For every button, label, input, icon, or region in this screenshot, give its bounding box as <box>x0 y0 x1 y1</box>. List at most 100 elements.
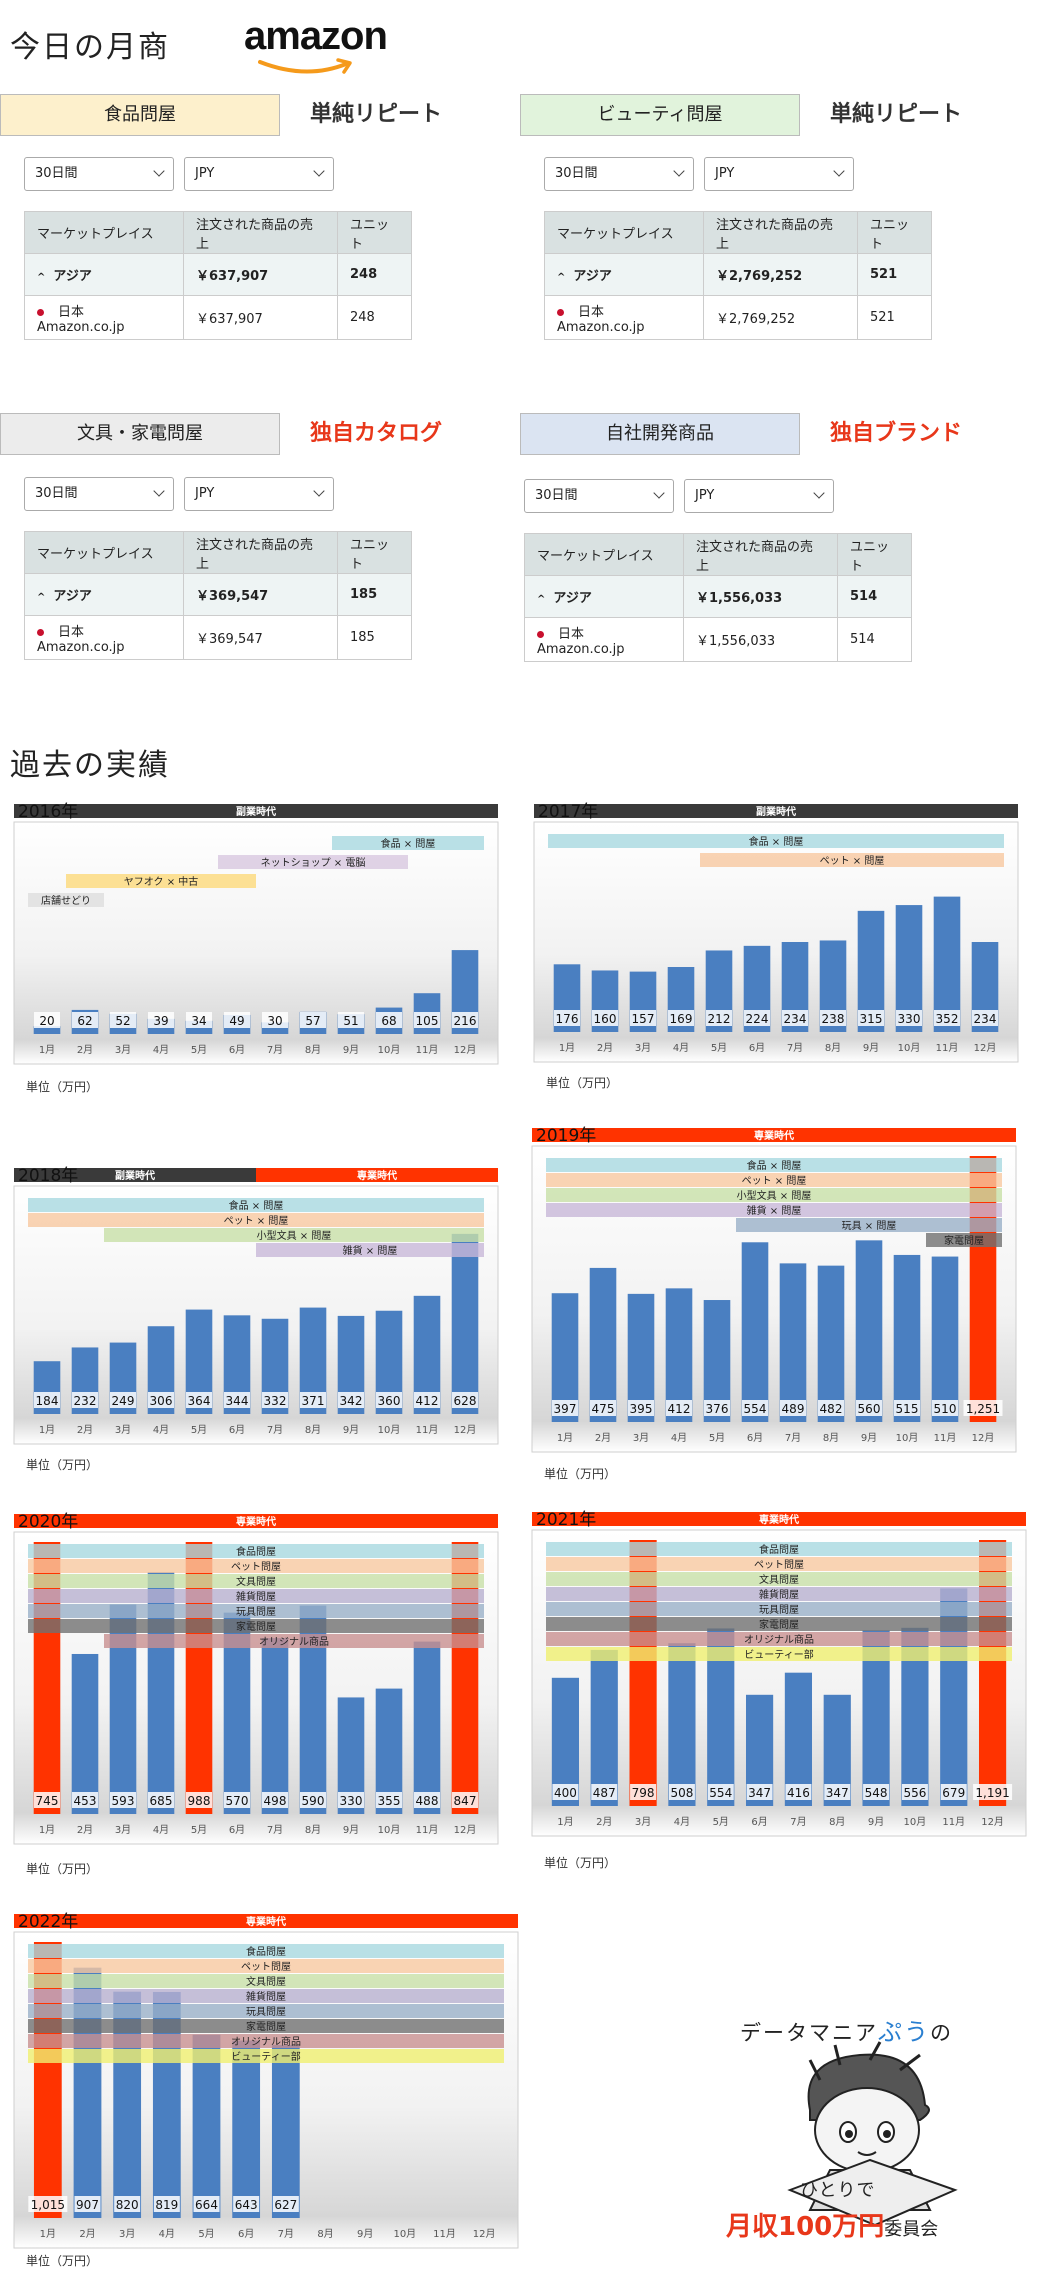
column-header: マーケットプレイス <box>24 211 184 254</box>
japan-flag-icon <box>557 308 564 316</box>
marketplace-cell[interactable]: ^ アジア <box>524 575 684 618</box>
month-tick-label: 5月 <box>713 1816 729 1828</box>
marketplace-cell[interactable]: ^ アジア <box>24 573 184 616</box>
unit-label: 単位（万円） <box>544 1856 617 1870</box>
table-row[interactable]: ^ アジア ￥2,769,252 521 <box>544 253 932 296</box>
value-label: 352 <box>936 1012 959 1026</box>
value-label: 416 <box>787 1786 810 1800</box>
value-label: 593 <box>112 1794 135 1808</box>
marketplace-cell: 日本 Amazon.co.jp <box>24 615 184 660</box>
period-select-value: 30日間 <box>35 166 78 181</box>
era-label: 専業時代 <box>246 1915 286 1928</box>
legend-band <box>218 855 408 869</box>
marketplace-cell: 日本 Amazon.co.jp <box>544 295 704 340</box>
era-banner <box>14 1914 518 1928</box>
legend-label: 食品 × 問屋 <box>229 1199 284 1212</box>
value-label-bg <box>300 1012 326 1028</box>
table-row[interactable]: ^ アジア ￥637,907 248 <box>24 253 412 296</box>
period-select[interactable]: 30日間 <box>524 479 674 513</box>
marketplace-cell: 日本 Amazon.co.jp <box>24 295 184 340</box>
value-label-bg <box>452 1012 478 1028</box>
legend-band <box>546 1602 1012 1616</box>
legend-band <box>28 1574 484 1588</box>
value-label-bg <box>34 1792 60 1808</box>
month-tick-label: 11月 <box>433 2228 456 2240</box>
value-label-bg <box>901 1784 928 1800</box>
value-label-bg <box>414 1012 440 1028</box>
era-label: 副業時代 <box>756 805 796 818</box>
month-tick-label: 3月 <box>115 1424 131 1436</box>
table-row: 日本 Amazon.co.jp ￥637,907 248 <box>24 295 412 340</box>
amazon-smile-icon <box>258 58 352 74</box>
mascot-line1-prefix: データマニア <box>740 2021 878 2045</box>
legend-label: オリジナル商品 <box>231 2035 301 2048</box>
strategy-tag: 独自ブランド <box>830 421 963 446</box>
marketplace-cell[interactable]: ^ アジア <box>544 253 704 296</box>
value-label: 820 <box>116 2198 139 2212</box>
year-label: 2016年 <box>18 802 78 822</box>
month-tick-label: 4月 <box>153 1824 169 1836</box>
era-banner <box>534 804 1018 818</box>
value-label: 20 <box>39 1014 54 1028</box>
month-tick-label: 4月 <box>159 2228 175 2240</box>
wholesaler-label: 自社開発商品 <box>520 413 800 455</box>
value-label: 515 <box>896 1402 919 1416</box>
legend-label: 文具問屋 <box>759 1573 799 1586</box>
chevron-up-icon[interactable]: ^ <box>37 272 46 283</box>
month-tick-label: 7月 <box>785 1432 801 1444</box>
currency-select[interactable]: JPY <box>704 157 854 191</box>
value-label-bg <box>972 1010 998 1026</box>
value-label: 847 <box>454 1794 477 1808</box>
column-header: 注文された商品の売上 <box>183 211 338 254</box>
value-label-bg <box>34 1012 60 1028</box>
month-tick-label: 3月 <box>119 2228 135 2240</box>
value-label-bg <box>934 1010 960 1026</box>
currency-select[interactable]: JPY <box>684 479 834 513</box>
month-tick-label: 6月 <box>229 1424 245 1436</box>
japan-flag-icon <box>37 628 44 636</box>
mascot-slogan: 月収100万円委員会 <box>726 2206 938 2243</box>
japan-flag-icon <box>537 630 544 638</box>
month-tick-label: 3月 <box>635 1816 651 1828</box>
marketplace-name: アジア <box>53 589 92 604</box>
value-label: 306 <box>150 1394 173 1408</box>
period-select[interactable]: 30日間 <box>24 477 174 511</box>
legend-label: ペット × 問屋 <box>742 1175 807 1187</box>
value-label: 556 <box>903 1786 926 1800</box>
month-tick-label: 3月 <box>115 1044 131 1056</box>
currency-select[interactable]: JPY <box>184 157 334 191</box>
value-label-bg <box>452 1392 478 1408</box>
month-tick-label: 11月 <box>942 1816 965 1828</box>
month-tick-label: 8月 <box>829 1816 845 1828</box>
period-select[interactable]: 30日間 <box>24 157 174 191</box>
legend-band <box>28 2004 504 2018</box>
mascot-slogan-main: 月収100万円 <box>726 2212 885 2242</box>
value-label: 988 <box>188 1794 211 1808</box>
chevron-up-icon[interactable]: ^ <box>537 594 546 605</box>
month-tick-label: 2月 <box>79 2228 95 2240</box>
table-row[interactable]: ^ アジア ￥369,547 185 <box>24 573 412 616</box>
value-label-bg <box>785 1784 812 1800</box>
month-tick-label: 9月 <box>343 1424 359 1436</box>
era-banner <box>14 1168 256 1182</box>
value-label: 330 <box>340 1794 363 1808</box>
marketplace-name: アジア <box>53 269 92 284</box>
value-label-bg <box>72 1792 98 1808</box>
legend-label: オリジナル商品 <box>744 1633 814 1646</box>
chevron-up-icon[interactable]: ^ <box>37 592 46 603</box>
table-row[interactable]: ^ アジア ￥1,556,033 514 <box>524 575 912 618</box>
value-label-bg <box>338 1792 364 1808</box>
value-label-bg <box>262 1792 288 1808</box>
marketplace-table: マーケットプレイス 注文された商品の売上 ユニット ^ アジア ￥2,769,25… <box>544 211 932 340</box>
year-label: 2020年 <box>18 1512 78 1532</box>
currency-select[interactable]: JPY <box>184 477 334 511</box>
value-label-bg <box>856 1400 882 1416</box>
chevron-up-icon[interactable]: ^ <box>557 272 566 283</box>
value-label: 570 <box>226 1794 249 1808</box>
month-tick-label: 11月 <box>936 1042 959 1054</box>
period-select[interactable]: 30日間 <box>544 157 694 191</box>
period-select-value: 30日間 <box>35 486 78 501</box>
value-label-bg <box>376 1792 402 1808</box>
marketplace-cell[interactable]: ^ アジア <box>24 253 184 296</box>
month-tick-label: 5月 <box>191 1424 207 1436</box>
